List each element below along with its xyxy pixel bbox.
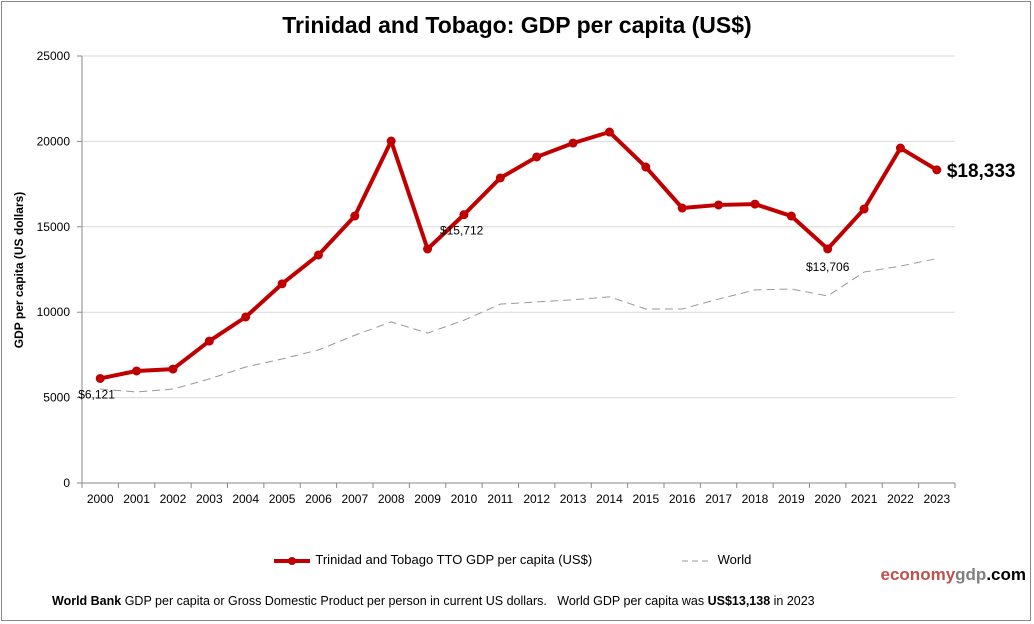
legend-swatch-tto: [274, 556, 310, 565]
y-tick-label: 15000: [37, 220, 71, 234]
legend-item-tto: Trinidad and Tobago TTO GDP per capita (…: [272, 552, 592, 568]
y-tick-label: 25000: [37, 49, 71, 63]
x-tick-label: 2012: [523, 492, 550, 506]
x-tick-label: 2018: [742, 492, 769, 506]
data-label: $6,121: [78, 387, 115, 401]
legend-label-tto: Trinidad and Tobago TTO GDP per capita (…: [315, 552, 593, 567]
data-point-tto: [241, 312, 251, 322]
economygdp-logo[interactable]: economygdp.com: [880, 565, 1026, 584]
data-point-tto: [132, 366, 142, 376]
x-tick-label: 2005: [269, 492, 296, 506]
data-point-tto: [204, 336, 214, 346]
data-label: $13,706: [806, 260, 850, 274]
series-line-world: [100, 258, 937, 393]
legend-item-world: World: [680, 552, 751, 568]
x-tick-label: 2023: [923, 492, 950, 506]
y-tick-label: 5000: [43, 391, 70, 405]
legend-swatch-world: [682, 560, 712, 562]
data-point-tto: [423, 244, 433, 254]
data-point-tto: [677, 203, 687, 213]
data-point-tto: [568, 138, 578, 148]
x-tick-label: 2000: [87, 492, 114, 506]
y-tick-label: 0: [63, 476, 70, 490]
x-tick-label: 2008: [378, 492, 405, 506]
x-tick-label: 2022: [887, 492, 914, 506]
x-tick-label: 2013: [560, 492, 587, 506]
data-point-tto: [750, 199, 760, 209]
series-line-tto: [99, 130, 938, 381]
x-tick-label: 2009: [414, 492, 441, 506]
footer-world-value: US$13,138: [707, 594, 771, 608]
data-point-tto: [95, 373, 105, 383]
x-tick-label: 2004: [232, 492, 259, 506]
data-label: $15,712: [440, 224, 484, 238]
y-tick-label: 20000: [37, 134, 71, 148]
x-tick-label: 2020: [814, 492, 841, 506]
footer-note: World Bank GDP per capita or Gross Domes…: [52, 594, 815, 608]
data-point-tto: [532, 152, 542, 162]
data-point-tto: [714, 200, 724, 210]
data-point-tto: [459, 210, 469, 220]
data-point-tto: [604, 127, 614, 137]
x-tick-label: 2015: [632, 492, 659, 506]
y-tick-label: 10000: [37, 305, 71, 319]
x-tick-label: 2001: [123, 492, 150, 506]
data-point-tto: [641, 162, 651, 172]
chart-title: Trinidad and Tobago: GDP per capita (US$…: [282, 12, 752, 38]
x-tick-label: 2021: [851, 492, 878, 506]
x-tick-label: 2014: [596, 492, 623, 506]
x-tick-label: 2010: [451, 492, 478, 506]
x-tick-label: 2016: [669, 492, 696, 506]
x-tick-label: 2003: [196, 492, 223, 506]
legend-label-world: World: [717, 552, 752, 567]
data-point-tto: [350, 211, 360, 221]
data-point-tto: [895, 143, 905, 153]
data-point-tto: [859, 204, 869, 214]
x-tick-label: 2007: [341, 492, 368, 506]
data-point-tto: [277, 279, 287, 289]
data-point-tto: [386, 136, 396, 146]
data-point-tto: [168, 364, 178, 374]
x-tick-label: 2011: [487, 492, 513, 506]
data-label-latest: $18,333: [947, 161, 1016, 182]
data-point-tto: [823, 244, 833, 254]
x-tick-label: 2006: [305, 492, 332, 506]
data-point-tto: [313, 250, 323, 260]
x-tick-label: 2002: [160, 492, 187, 506]
data-point-tto: [495, 173, 505, 183]
data-point-tto: [786, 211, 796, 221]
footer-source: World Bank: [52, 594, 122, 608]
x-tick-label: 2019: [778, 492, 805, 506]
data-point-tto: [932, 165, 942, 175]
y-axis-label: GDP per capita (US dollars): [12, 192, 26, 349]
x-tick-label: 2017: [705, 492, 732, 506]
